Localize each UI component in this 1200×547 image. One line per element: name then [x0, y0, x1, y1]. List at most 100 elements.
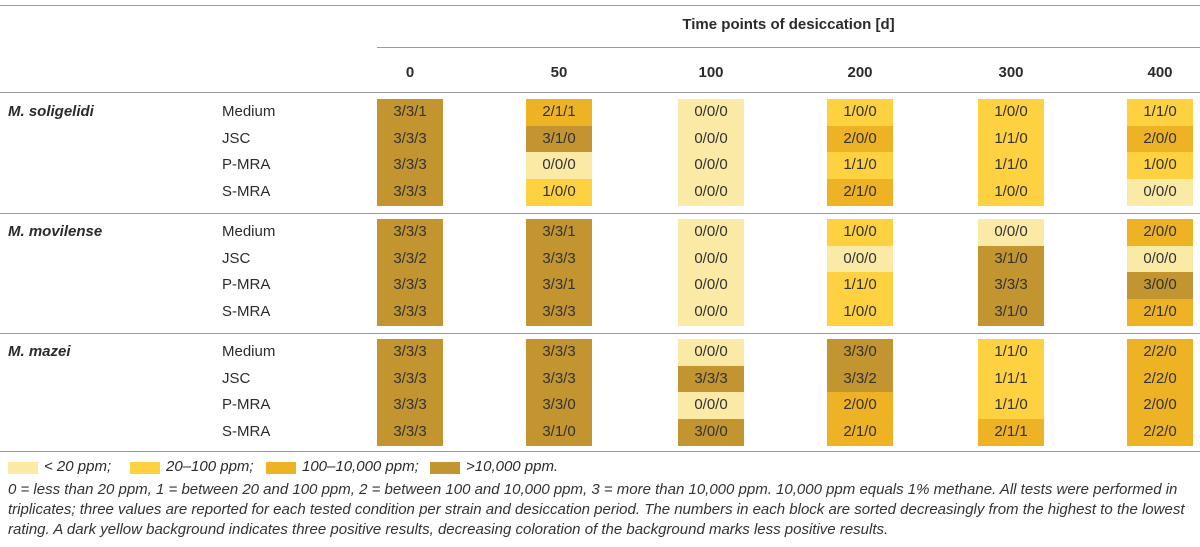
- result-cell: 2/0/0: [827, 392, 893, 419]
- result-cell: 3/3/2: [377, 245, 443, 273]
- result-cell: 1/1/0: [978, 339, 1044, 366]
- result-cell: 0/0/0: [678, 152, 744, 179]
- result-cell: 0/0/0: [678, 298, 744, 326]
- result-cell: 1/0/0: [526, 178, 592, 206]
- result-cell: 3/3/3: [377, 125, 443, 153]
- result-cell: 0/0/0: [678, 219, 744, 246]
- result-cell: 0/0/0: [978, 219, 1044, 246]
- result-cell: 0/0/0: [678, 245, 744, 273]
- condition-label: JSC: [222, 129, 251, 147]
- condition-label: Medium: [222, 343, 276, 360]
- result-cell: 0/0/0: [678, 178, 744, 206]
- time-point-header-100: 100: [698, 64, 724, 81]
- result-cell: 1/1/0: [978, 392, 1044, 419]
- result-cell: 2/2/0: [1127, 365, 1193, 393]
- legend-label: 100–10,000 ppm;: [302, 458, 419, 475]
- result-cell: 2/1/1: [978, 418, 1044, 446]
- result-cell: 3/3/3: [526, 339, 592, 366]
- condition-label: Medium: [222, 223, 276, 240]
- condition-label: P-MRA: [222, 396, 271, 413]
- result-cell: 1/0/0: [827, 99, 893, 126]
- strain-divider-rule: [0, 333, 1200, 334]
- time-point-header-300: 300: [998, 64, 1024, 81]
- legend-swatch: [430, 462, 460, 474]
- result-cell: 2/2/0: [1127, 418, 1193, 446]
- condition-label: S-MRA: [222, 422, 271, 440]
- result-cell: 3/0/0: [678, 418, 744, 446]
- result-cell: 0/0/0: [678, 125, 744, 153]
- result-cell: 3/3/3: [526, 365, 592, 393]
- result-cell: 0/0/0: [678, 392, 744, 419]
- result-cell: 3/3/3: [377, 178, 443, 206]
- strain-divider-rule: [0, 213, 1200, 214]
- result-cell: 3/3/2: [827, 365, 893, 393]
- condition-label: S-MRA: [222, 182, 271, 200]
- strain-name: M. soligelidi: [8, 103, 94, 120]
- header-bottom-rule: [0, 92, 1200, 93]
- result-cell: 1/1/0: [827, 152, 893, 179]
- footnote: 0 = less than 20 ppm, 1 = between 20 and…: [8, 481, 1185, 538]
- result-cell: 1/0/0: [978, 178, 1044, 206]
- result-cell: 2/0/0: [827, 125, 893, 153]
- legend-label: 20–100 ppm;: [166, 458, 254, 475]
- result-cell: 1/1/0: [978, 125, 1044, 153]
- result-cell: 0/0/0: [1127, 245, 1193, 273]
- result-cell: 3/3/3: [377, 392, 443, 419]
- result-cell: 3/3/0: [526, 392, 592, 419]
- result-cell: 3/3/3: [377, 418, 443, 446]
- result-cell: 3/3/1: [377, 99, 443, 126]
- condition-label: JSC: [222, 249, 251, 267]
- result-cell: 2/1/0: [827, 418, 893, 446]
- legend-swatch: [130, 462, 160, 474]
- result-cell: 3/3/3: [377, 365, 443, 393]
- result-cell: 3/1/0: [526, 418, 592, 446]
- result-cell: 0/0/0: [526, 152, 592, 179]
- condition-label: P-MRA: [222, 276, 271, 293]
- result-cell: 1/1/0: [827, 272, 893, 299]
- strain-name: M. mazei: [8, 343, 71, 360]
- table-title: Time points of desiccation [d]: [682, 16, 895, 33]
- time-point-header-0: 0: [405, 64, 415, 81]
- result-cell: 3/3/3: [377, 272, 443, 299]
- result-cell: 3/3/3: [377, 298, 443, 326]
- result-cell: 0/0/0: [678, 272, 744, 299]
- result-cell: 3/3/3: [978, 272, 1044, 299]
- time-point-header-50: 50: [550, 64, 568, 81]
- result-cell: 1/0/0: [978, 99, 1044, 126]
- condition-label: Medium: [222, 103, 276, 120]
- condition-label: S-MRA: [222, 302, 271, 320]
- result-cell: 3/3/3: [526, 245, 592, 273]
- result-cell: 3/3/3: [377, 339, 443, 366]
- result-cell: 3/1/0: [978, 298, 1044, 326]
- result-cell: 0/0/0: [827, 245, 893, 273]
- result-cell: 3/3/3: [377, 152, 443, 179]
- legend-swatch: [8, 462, 38, 474]
- result-cell: 1/0/0: [827, 298, 893, 326]
- strain-name: M. movilense: [8, 223, 103, 240]
- result-cell: 1/1/1: [978, 365, 1044, 393]
- result-cell: 3/3/3: [678, 365, 744, 393]
- result-cell: 3/3/3: [377, 219, 443, 246]
- time-header-rule: [377, 47, 1200, 48]
- condition-label: JSC: [222, 369, 251, 387]
- result-cell: 3/3/0: [827, 339, 893, 366]
- table-top-rule: [0, 5, 1200, 6]
- result-cell: 2/1/0: [827, 178, 893, 206]
- result-cell: 2/0/0: [1127, 392, 1193, 419]
- time-point-header-200: 200: [847, 64, 873, 81]
- condition-label: P-MRA: [222, 156, 271, 173]
- legend-swatch: [266, 462, 296, 474]
- result-cell: 3/3/3: [526, 298, 592, 326]
- result-cell: 3/1/0: [526, 125, 592, 153]
- result-cell: 0/0/0: [678, 339, 744, 366]
- result-cell: 1/0/0: [1127, 152, 1193, 179]
- legend-label: >10,000 ppm.: [466, 458, 559, 475]
- legend-label: < 20 ppm;: [44, 458, 112, 475]
- result-cell: 1/1/0: [978, 152, 1044, 179]
- table-bottom-rule: [0, 451, 1200, 452]
- time-point-header-400: 400: [1147, 64, 1173, 81]
- result-cell: 2/0/0: [1127, 125, 1193, 153]
- result-cell: 2/2/0: [1127, 339, 1193, 366]
- result-cell: 0/0/0: [1127, 178, 1193, 206]
- result-cell: 2/0/0: [1127, 219, 1193, 246]
